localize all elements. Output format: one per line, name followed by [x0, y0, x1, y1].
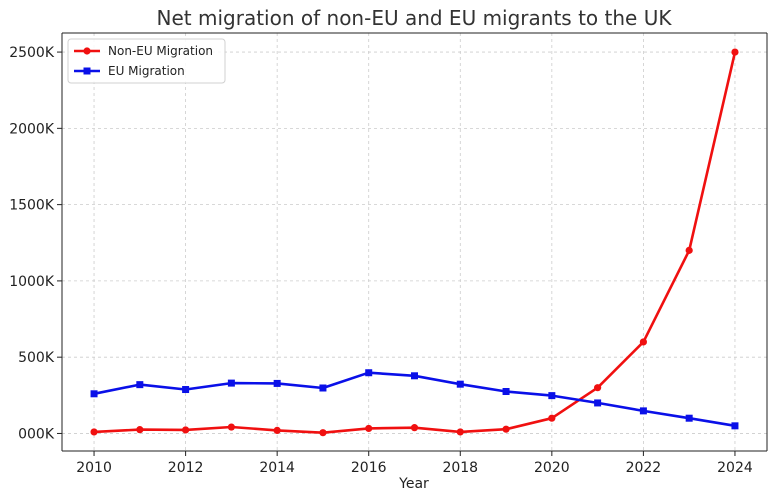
y-tick-label: 2000K	[9, 121, 55, 137]
series-layer	[90, 48, 739, 437]
data-point-non-eu-migration	[502, 425, 510, 433]
data-point-eu-migration	[365, 369, 373, 377]
data-point-eu-migration	[90, 390, 98, 398]
legend: Non-EU Migration EU Migration	[67, 38, 226, 84]
data-point-eu-migration	[594, 399, 602, 407]
data-point-eu-migration	[639, 407, 647, 415]
series-eu-migration	[90, 369, 739, 430]
legend-label: EU Migration	[108, 64, 185, 78]
x-tick-label: 2016	[351, 460, 387, 476]
data-point-non-eu-migration	[319, 429, 327, 437]
data-point-eu-migration	[136, 381, 144, 389]
data-point-non-eu-migration	[456, 428, 464, 436]
legend-item-non-eu-migration: Non-EU Migration	[74, 44, 213, 58]
axes: 2010 2012 2014 2016 2018 2020 2022 2024 000K 500K…	[9, 32, 768, 476]
legend-item-eu-migration: EU Migration	[74, 64, 185, 78]
data-point-eu-migration	[182, 386, 190, 394]
legend-swatch-marker	[83, 47, 91, 55]
data-point-non-eu-migration	[548, 414, 556, 422]
data-point-eu-migration	[411, 372, 418, 380]
data-point-non-eu-migration	[410, 424, 419, 432]
legend-swatch-marker	[83, 67, 91, 75]
data-point-eu-migration	[548, 392, 556, 400]
y-tick-label: 000K	[18, 426, 55, 442]
y-tick-label: 2500K	[9, 45, 55, 61]
data-point-eu-migration	[502, 388, 510, 396]
data-point-eu-migration	[685, 414, 693, 422]
y-tick-label: 1500K	[9, 198, 55, 214]
y-tick-label: 500K	[18, 350, 55, 366]
data-point-eu-migration	[456, 380, 464, 388]
data-point-non-eu-migration	[639, 338, 647, 346]
x-tick-label: 2014	[259, 460, 295, 476]
y-tick-label: 1000K	[9, 274, 55, 290]
chart-title: Net migration of non-EU and EU migrants …	[157, 6, 673, 30]
data-point-non-eu-migration	[731, 48, 739, 56]
x-tick-label: 2010	[76, 460, 112, 476]
data-point-non-eu-migration	[273, 426, 281, 435]
data-point-non-eu-migration	[182, 426, 190, 434]
data-point-non-eu-migration	[136, 426, 144, 434]
legend-box	[67, 38, 226, 84]
x-tick-label: 2024	[717, 460, 753, 476]
data-point-eu-migration	[731, 422, 739, 430]
data-point-non-eu-migration	[685, 246, 693, 254]
data-point-non-eu-migration	[594, 384, 602, 392]
series-line-eu-migration	[93, 371, 736, 428]
series-non-eu-migration	[90, 48, 739, 437]
data-point-non-eu-migration	[90, 428, 98, 436]
x-tick-label: 2022	[626, 460, 662, 476]
data-point-eu-migration	[273, 379, 281, 387]
data-point-non-eu-migration	[227, 423, 235, 431]
x-axis-label: Year	[398, 476, 429, 492]
data-point-non-eu-migration	[365, 424, 373, 433]
data-point-eu-migration	[227, 379, 235, 387]
x-tick-label: 2018	[442, 460, 478, 476]
x-tick-label: 2020	[534, 460, 570, 476]
data-point-eu-migration	[319, 384, 327, 392]
x-tick-label: 2012	[168, 460, 204, 476]
legend-label: Non-EU Migration	[108, 44, 213, 58]
